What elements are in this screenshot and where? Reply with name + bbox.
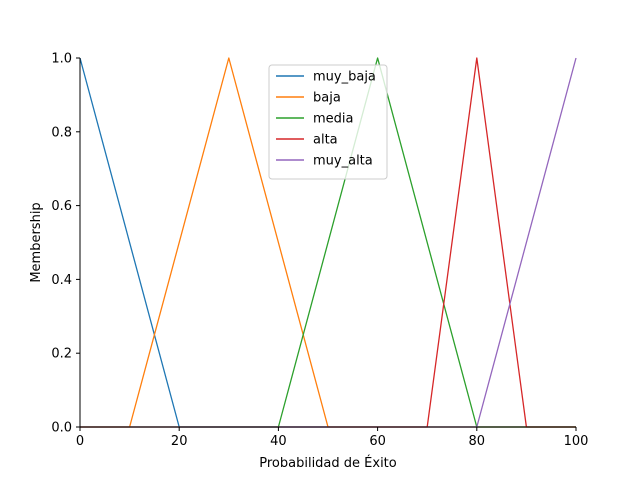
y-tick-label: 1.0 [51, 52, 72, 67]
x-tick-label: 20 [171, 434, 188, 449]
legend-label-muy-alta: muy_alta [313, 154, 373, 169]
x-tick-label: 60 [369, 434, 386, 449]
legend-label-alta: alta [313, 133, 338, 148]
axes-layer [79, 58, 576, 428]
x-tick-label: 40 [270, 434, 287, 449]
y-axis-title: Membership [29, 202, 44, 282]
x-tick-label: 80 [469, 434, 486, 449]
y-tick-label: 0.8 [51, 125, 72, 140]
x-axis-title: Probabilidad de Éxito [259, 455, 397, 471]
y-tick-label: 0.0 [51, 421, 72, 436]
legend-label-media: media [313, 112, 354, 127]
y-tick-label: 0.6 [51, 199, 72, 214]
x-tick-label: 100 [564, 434, 589, 449]
legend-box [268, 64, 388, 180]
ticks-layer: 0 20 40 60 80 100 0.0 0.2 0.4 0.6 0.8 1.0 [51, 52, 588, 450]
legend-label-baja: baja [313, 91, 341, 106]
y-tick-label: 0.4 [51, 273, 72, 288]
y-tick-label: 0.2 [51, 347, 72, 362]
x-tick-label: 0 [76, 434, 84, 449]
legend-label-muy-baja: muy_baja [313, 70, 376, 85]
